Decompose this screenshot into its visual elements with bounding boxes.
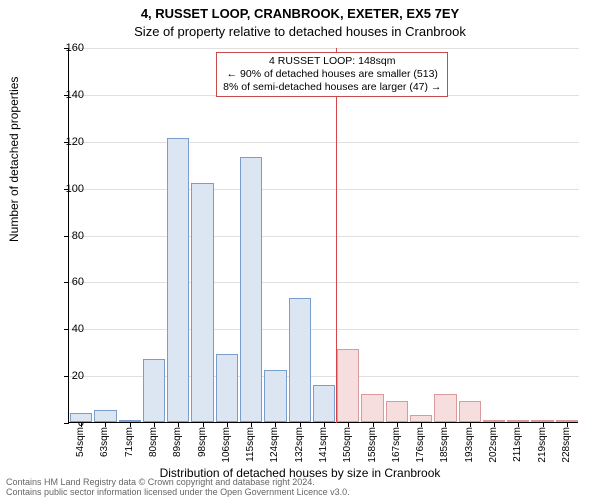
gridline [69, 282, 579, 283]
ytick-label: 120 [66, 136, 84, 148]
bar [507, 420, 529, 422]
ytick-label: 100 [66, 183, 84, 195]
ytick-label: 60 [72, 276, 84, 288]
title-address: 4, RUSSET LOOP, CRANBROOK, EXETER, EX5 7… [0, 6, 600, 21]
ytick-mark [64, 376, 69, 377]
marker-line [336, 48, 337, 423]
ytick-label: 20 [72, 370, 84, 382]
bar [337, 349, 359, 422]
footer-attribution: Contains HM Land Registry data © Crown c… [6, 478, 350, 498]
bar [70, 413, 92, 422]
ytick-label: 80 [72, 230, 84, 242]
bar [167, 138, 189, 422]
bar [289, 298, 311, 422]
bar [94, 410, 116, 422]
footer-line2: Contains public sector information licen… [6, 488, 350, 498]
bar [240, 157, 262, 422]
bar [410, 415, 432, 422]
bar [434, 394, 456, 422]
annotation-box: 4 RUSSET LOOP: 148sqm← 90% of detached h… [216, 52, 448, 97]
bar [531, 420, 553, 422]
bar [191, 183, 213, 422]
gridline [69, 236, 579, 237]
gridline [69, 329, 579, 330]
ytick-mark [64, 282, 69, 283]
bar [483, 420, 505, 422]
ytick-mark [64, 329, 69, 330]
bar [216, 354, 238, 422]
gridline [69, 48, 579, 49]
bar [313, 385, 335, 423]
bar [459, 401, 481, 422]
annotation-line1: 4 RUSSET LOOP: 148sqm [223, 55, 441, 68]
bar [386, 401, 408, 422]
ytick-label: 160 [66, 42, 84, 54]
gridline [69, 189, 579, 190]
bar [556, 420, 578, 422]
title-subtitle: Size of property relative to detached ho… [0, 24, 600, 39]
annotation-line2: ← 90% of detached houses are smaller (51… [223, 68, 441, 81]
annotation-line3: 8% of semi-detached houses are larger (4… [223, 81, 441, 94]
gridline [69, 142, 579, 143]
y-axis-label: Number of detached properties [7, 77, 21, 242]
ytick-label: 40 [72, 323, 84, 335]
ytick-mark [64, 423, 69, 424]
bar [119, 420, 141, 422]
bar [143, 359, 165, 422]
bar [264, 370, 286, 422]
chart-area: 4 RUSSET LOOP: 148sqm← 90% of detached h… [68, 48, 578, 423]
plot-region: 4 RUSSET LOOP: 148sqm← 90% of detached h… [68, 48, 578, 423]
ytick-label: 140 [66, 89, 84, 101]
bar [361, 394, 383, 422]
ytick-mark [64, 236, 69, 237]
